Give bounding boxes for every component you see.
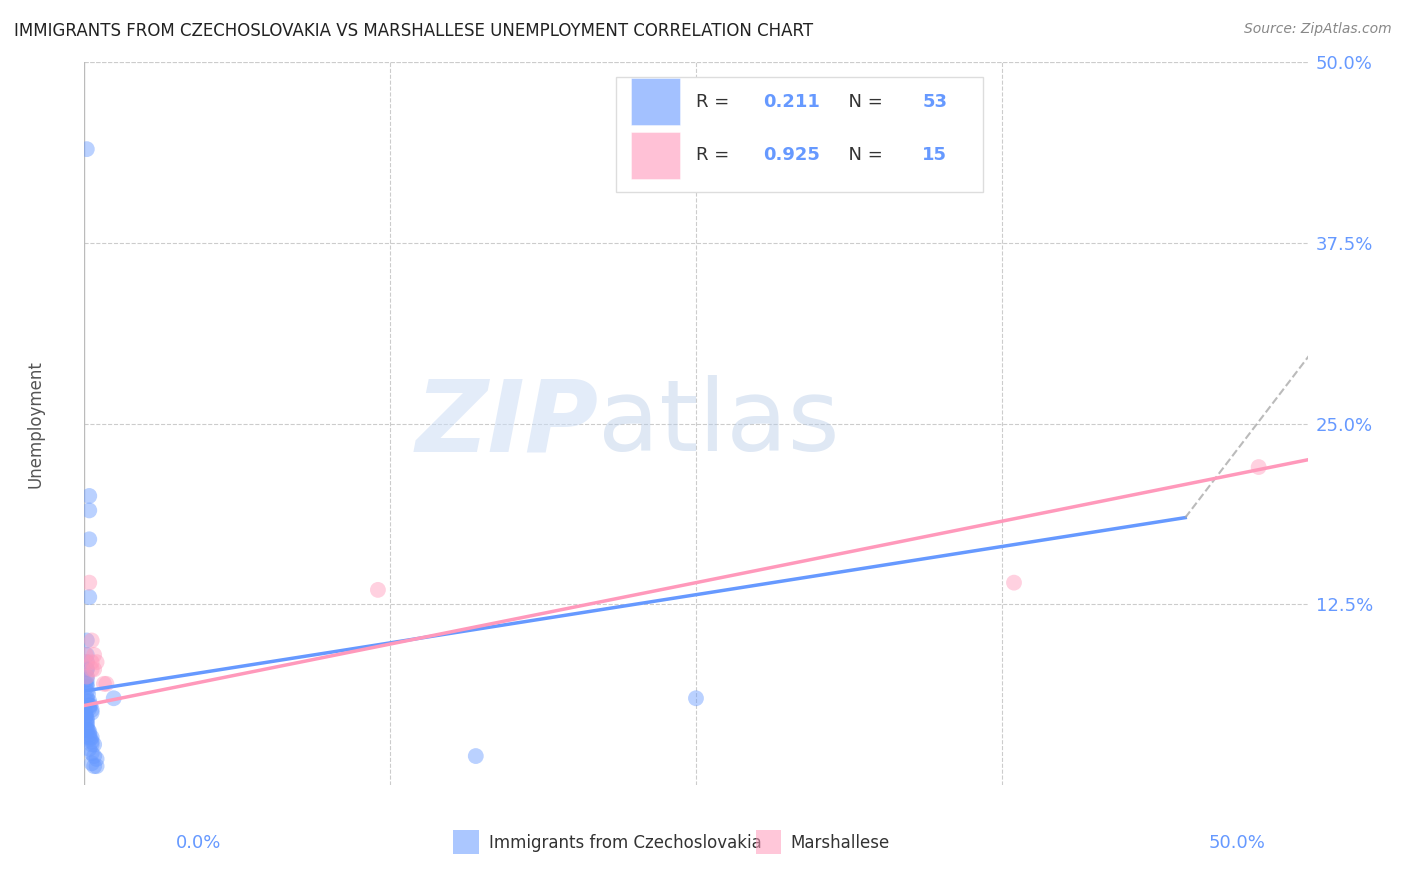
Point bbox=[76, 142, 98, 156]
Point bbox=[76, 720, 98, 734]
Point bbox=[77, 575, 100, 590]
Point bbox=[76, 662, 98, 676]
Point bbox=[80, 655, 103, 669]
Point bbox=[75, 677, 97, 691]
Point bbox=[76, 648, 98, 662]
Text: atlas: atlas bbox=[598, 376, 839, 472]
Point bbox=[75, 706, 97, 720]
Point bbox=[77, 694, 100, 708]
Text: R =: R = bbox=[696, 146, 735, 164]
Text: N =: N = bbox=[837, 146, 889, 164]
Text: N =: N = bbox=[837, 93, 889, 111]
FancyBboxPatch shape bbox=[616, 77, 983, 193]
Point bbox=[80, 706, 103, 720]
Point bbox=[77, 489, 100, 503]
Text: R =: R = bbox=[696, 93, 735, 111]
Point bbox=[76, 715, 98, 730]
Point bbox=[80, 731, 103, 745]
Text: Marshallese: Marshallese bbox=[790, 834, 890, 852]
Point bbox=[80, 746, 103, 760]
Point bbox=[75, 648, 97, 662]
Point bbox=[76, 723, 98, 737]
Text: 15: 15 bbox=[922, 146, 948, 164]
Bar bbox=[631, 132, 681, 178]
Point bbox=[75, 708, 97, 723]
Point bbox=[83, 648, 105, 662]
Point bbox=[1247, 460, 1270, 475]
Bar bbox=[631, 78, 681, 126]
Point bbox=[96, 677, 118, 691]
Point bbox=[76, 691, 98, 706]
Text: Source: ZipAtlas.com: Source: ZipAtlas.com bbox=[1244, 22, 1392, 37]
Point bbox=[77, 701, 100, 715]
Text: Unemployment: Unemployment bbox=[27, 359, 45, 488]
Point bbox=[76, 662, 98, 676]
Point bbox=[80, 703, 103, 717]
Point bbox=[83, 749, 105, 764]
Point bbox=[685, 691, 707, 706]
Point bbox=[76, 669, 98, 683]
Point bbox=[76, 633, 98, 648]
Point bbox=[83, 759, 105, 773]
Point bbox=[103, 691, 125, 706]
Point bbox=[77, 687, 100, 701]
Text: 53: 53 bbox=[922, 93, 948, 111]
Point bbox=[83, 662, 105, 676]
Point bbox=[77, 731, 100, 745]
Text: 0.925: 0.925 bbox=[763, 146, 820, 164]
Point bbox=[76, 711, 98, 725]
Point bbox=[80, 734, 103, 748]
Point bbox=[77, 742, 100, 756]
Point bbox=[1002, 575, 1025, 590]
Point bbox=[76, 673, 98, 687]
Point bbox=[77, 727, 100, 741]
Point bbox=[76, 677, 98, 691]
Point bbox=[76, 655, 98, 669]
Text: 0.211: 0.211 bbox=[763, 93, 820, 111]
Point bbox=[76, 669, 98, 683]
Point bbox=[83, 738, 105, 752]
Point bbox=[367, 582, 389, 597]
Point bbox=[76, 717, 98, 731]
Point bbox=[80, 738, 103, 752]
Point bbox=[93, 677, 115, 691]
Point bbox=[80, 662, 103, 676]
Point bbox=[86, 655, 108, 669]
Point bbox=[76, 684, 98, 698]
Point bbox=[79, 731, 101, 746]
Point bbox=[76, 680, 98, 694]
Point bbox=[76, 694, 98, 708]
Point bbox=[80, 756, 103, 771]
Point bbox=[77, 723, 100, 737]
Point bbox=[77, 503, 100, 517]
Point bbox=[77, 533, 100, 547]
Point bbox=[75, 710, 97, 724]
Point bbox=[464, 749, 486, 764]
Text: IMMIGRANTS FROM CZECHOSLOVAKIA VS MARSHALLESE UNEMPLOYMENT CORRELATION CHART: IMMIGRANTS FROM CZECHOSLOVAKIA VS MARSHA… bbox=[14, 22, 813, 40]
Text: ZIP: ZIP bbox=[415, 376, 598, 472]
Point bbox=[79, 698, 101, 713]
Text: 0.0%: 0.0% bbox=[176, 834, 221, 852]
Point bbox=[77, 724, 100, 739]
Point bbox=[86, 752, 108, 766]
Text: Immigrants from Czechoslovakia: Immigrants from Czechoslovakia bbox=[488, 834, 761, 852]
Point bbox=[76, 713, 98, 727]
Text: 50.0%: 50.0% bbox=[1209, 834, 1265, 852]
Point bbox=[77, 590, 100, 604]
Point bbox=[76, 655, 98, 669]
Point bbox=[77, 698, 100, 713]
Point bbox=[86, 759, 108, 773]
Point bbox=[80, 633, 103, 648]
